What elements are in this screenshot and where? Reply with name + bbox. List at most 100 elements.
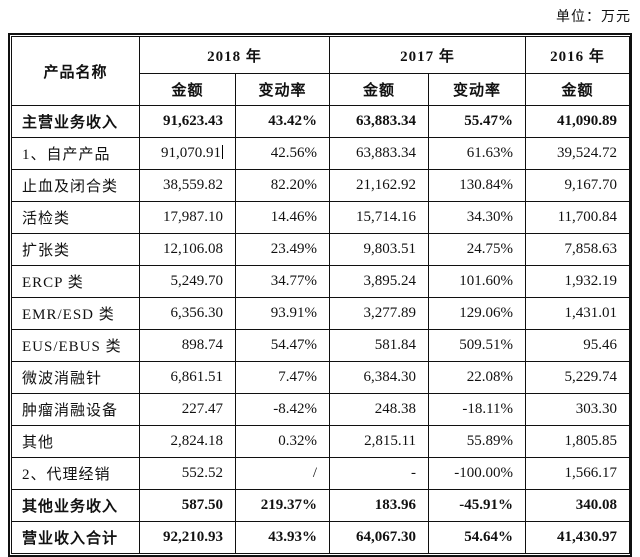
product-name-label: 肿瘤消融设备 bbox=[22, 403, 119, 419]
cell-value: 63,883.34 bbox=[356, 113, 417, 129]
amount-2016-cell: 7,858.63 bbox=[525, 233, 631, 266]
amount-2016-cell: 1,431.01 bbox=[525, 297, 631, 330]
cell-value: 340.08 bbox=[575, 497, 618, 513]
cell-value: 54.47% bbox=[270, 337, 318, 353]
product-name-cell: 营业收入合计 bbox=[11, 521, 140, 554]
change-2017-cell: -45.91% bbox=[428, 489, 527, 522]
amount-2017-cell: 15,714.16 bbox=[329, 201, 430, 234]
table-header: 产品名称 2018 年 2017 年 2016 年 金额 变动率 金额 变动率 … bbox=[11, 36, 631, 106]
cell-value: 1,932.19 bbox=[564, 273, 618, 289]
change-2018-cell: 219.37% bbox=[234, 489, 331, 522]
product-name-label: 活检类 bbox=[22, 211, 71, 227]
product-name-cell: ERCP 类 bbox=[11, 265, 140, 298]
change-2017-cell: 54.64% bbox=[428, 521, 527, 554]
cell-value: 41,430.97 bbox=[557, 529, 618, 545]
amount-2017-cell: 64,067.30 bbox=[329, 521, 430, 554]
change-2018-header: 变动率 bbox=[234, 73, 331, 106]
cell-value: 509.51% bbox=[459, 337, 514, 353]
amount-2017-cell: 2,815.11 bbox=[329, 425, 430, 458]
cell-value: - bbox=[411, 465, 417, 481]
unit-label: 单位：万元 bbox=[556, 10, 631, 25]
amount-2018-cell: 6,861.51 bbox=[139, 361, 236, 394]
cell-value: -18.11% bbox=[462, 401, 514, 417]
product-name-label: 营业收入合计 bbox=[22, 531, 119, 547]
cell-value: 7,858.63 bbox=[564, 241, 618, 257]
cell-value: 82.20% bbox=[270, 177, 318, 193]
table-row: ERCP 类 5,249.70 34.77% 3,895.24 101.60% 1,932… bbox=[11, 265, 631, 298]
product-name-cell: 2、代理经销 bbox=[11, 457, 140, 490]
table-row: 活检类 17,987.10 14.46% 15,714.16 34.30% 11,700.… bbox=[11, 201, 631, 234]
product-name-label: 其他业务收入 bbox=[22, 499, 119, 515]
change-2017-cell: 55.47% bbox=[428, 105, 527, 138]
change-2017-cell: 509.51% bbox=[428, 329, 527, 362]
cell-value: 64,067.30 bbox=[356, 529, 417, 545]
change-2017-cell: 22.08% bbox=[428, 361, 527, 394]
change-2018-cell: 42.56% bbox=[234, 137, 331, 170]
product-name-cell: 主营业务收入 bbox=[11, 105, 140, 138]
change-2017-header: 变动率 bbox=[428, 73, 527, 106]
header-row-measures: 金额 变动率 金额 变动率 金额 bbox=[12, 73, 631, 106]
amount-2016-cell: 340.08 bbox=[525, 489, 631, 522]
product-name-cell: 活检类 bbox=[11, 201, 140, 234]
cell-value: 91,623.43 bbox=[163, 113, 223, 129]
product-name-cell: 微波消融针 bbox=[11, 361, 140, 394]
cell-value: 130.84% bbox=[459, 177, 514, 193]
cell-value: 303.30 bbox=[575, 401, 618, 417]
table-row: 2、代理经销 552.52 / - -100.00% 1,566.17 bbox=[11, 457, 631, 490]
cell-value: 92,210.93 bbox=[163, 529, 223, 545]
amount-2018-cell: 552.52 bbox=[139, 457, 236, 490]
table-row: 主营业务收入 91,623.43 43.42% 63,883.34 55.47% 41,0… bbox=[11, 105, 631, 138]
year-2017-header: 2017 年 bbox=[329, 36, 527, 74]
cell-value: 43.42% bbox=[268, 113, 318, 129]
amount-2016-cell: 95.46 bbox=[525, 329, 631, 362]
amount-2018-cell: 12,106.08 bbox=[139, 233, 236, 266]
amount-2018-header: 金额 bbox=[139, 73, 236, 106]
cell-value: 129.06% bbox=[459, 305, 514, 321]
amount-2016-cell: 39,524.72 bbox=[525, 137, 631, 170]
amount-2017-cell: 21,162.92 bbox=[329, 169, 430, 202]
product-name-header: 产品名称 bbox=[11, 36, 140, 106]
cell-value: 54.64% bbox=[464, 529, 514, 545]
change-2018-cell: 7.47% bbox=[234, 361, 331, 394]
amount-2017-cell: 3,895.24 bbox=[329, 265, 430, 298]
product-name-cell: 肿瘤消融设备 bbox=[11, 393, 140, 426]
change-2017-cell: -18.11% bbox=[428, 393, 527, 426]
cell-value: 227.47 bbox=[181, 401, 223, 417]
product-name-label: 其他 bbox=[22, 435, 55, 451]
cell-value: 6,384.30 bbox=[363, 369, 417, 385]
table-row: 止血及闭合类 38,559.82 82.20% 21,162.92 130.84% 9,1… bbox=[11, 169, 631, 202]
product-name-cell: EUS/EBUS 类 bbox=[11, 329, 140, 362]
cell-value: 898.74 bbox=[181, 337, 223, 353]
cell-value: 43.93% bbox=[268, 529, 318, 545]
cell-value: 12,106.08 bbox=[163, 241, 223, 257]
amount-2018-cell: 17,987.10 bbox=[139, 201, 236, 234]
cell-value: 0.32% bbox=[278, 433, 318, 449]
change-2017-cell: 34.30% bbox=[428, 201, 527, 234]
cell-value: 63,883.34 bbox=[356, 145, 417, 161]
amount-2017-cell: - bbox=[329, 457, 430, 490]
change-2017-cell: 101.60% bbox=[428, 265, 527, 298]
cell-value: 9,803.51 bbox=[363, 241, 417, 257]
cell-value: 38,559.82 bbox=[163, 177, 223, 193]
revenue-table-wrapper: 产品名称 2018 年 2017 年 2016 年 金额 变动率 金额 变动率 … bbox=[8, 33, 632, 557]
cell-value: 22.08% bbox=[466, 369, 514, 385]
cell-value: 3,277.89 bbox=[363, 305, 417, 321]
change-2018-cell: 23.49% bbox=[234, 233, 331, 266]
year-2016-header: 2016 年 bbox=[525, 36, 631, 74]
cell-value: 17,987.10 bbox=[163, 209, 223, 225]
cell-value: 15,714.16 bbox=[356, 209, 417, 225]
cell-value: 11,700.84 bbox=[557, 209, 618, 225]
change-2017-cell: 129.06% bbox=[428, 297, 527, 330]
year-2018-header: 2018 年 bbox=[138, 36, 331, 74]
cell-value: 2,815.11 bbox=[364, 433, 417, 449]
cell-value: 219.37% bbox=[260, 497, 318, 513]
amount-2017-cell: 9,803.51 bbox=[329, 233, 430, 266]
cell-value: / bbox=[312, 465, 318, 481]
product-name-label: 止血及闭合类 bbox=[22, 179, 119, 195]
change-2018-cell: 43.93% bbox=[234, 521, 331, 554]
table-row: 营业收入合计 92,210.93 43.93% 64,067.30 54.64% 41,4… bbox=[11, 521, 631, 554]
table-row: 其他业务收入 587.50 219.37% 183.96 -45.91% 340.08 bbox=[11, 489, 631, 522]
amount-2016-cell: 1,566.17 bbox=[525, 457, 631, 490]
amount-2016-cell: 41,090.89 bbox=[525, 105, 631, 138]
amount-2016-cell: 5,229.74 bbox=[525, 361, 631, 394]
